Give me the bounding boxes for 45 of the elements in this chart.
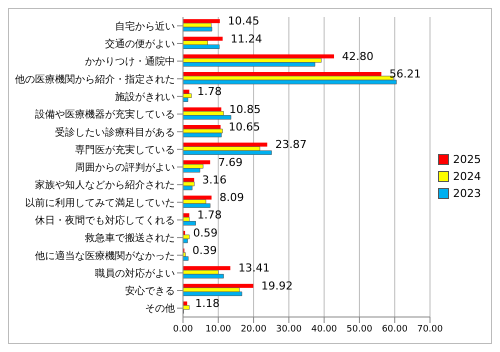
data-label: 0.39 xyxy=(192,244,217,258)
y-tick-label: 施設がきれい xyxy=(115,90,175,103)
x-tick-label: 30.00 xyxy=(276,324,302,334)
y-tick-label: かかりつけ・通院中 xyxy=(85,56,175,68)
legend-label: 2025 xyxy=(453,152,481,166)
data-label: 8.09 xyxy=(220,191,244,204)
data-label: 1.78 xyxy=(197,208,222,222)
x-tick-label: 40.00 xyxy=(311,324,338,334)
data-label: 0.59 xyxy=(193,226,218,240)
y-tick-label: 休日・夜間でも対応してくれる xyxy=(35,214,175,226)
y-tick-label: 専門医が充実している xyxy=(75,144,175,156)
x-tick-label: 0.00 xyxy=(172,324,194,334)
data-label: 7.69 xyxy=(218,156,243,169)
data-label: 10.65 xyxy=(228,120,260,134)
data-label: 11.24 xyxy=(230,32,262,46)
x-tick-label: 60.00 xyxy=(382,324,408,334)
y-tick-label: 交通の便がよい xyxy=(105,38,175,50)
y-tick-label: 周囲からの評判がよい xyxy=(75,162,175,174)
legend-label: 2023 xyxy=(453,186,481,200)
y-tick-label: 他の医療機関から紹介・指定された xyxy=(15,73,175,86)
data-label: 19.92 xyxy=(261,279,293,292)
y-tick-label: その他 xyxy=(145,302,175,315)
x-tick-label: 20.00 xyxy=(240,324,267,334)
x-tick-label: 70.00 xyxy=(417,324,444,334)
y-tick-label: 職員の対応がよい xyxy=(95,267,175,280)
y-tick-label: 自宅から近い xyxy=(115,20,175,32)
y-tick-label: 設備や医療機器が充実している xyxy=(35,108,175,121)
y-tick-label: 家族や知人などから紹介された xyxy=(35,179,175,192)
data-label: 1.18 xyxy=(195,296,220,310)
x-tick-label: 10.00 xyxy=(205,324,232,334)
data-label: 23.87 xyxy=(275,138,307,152)
data-label: 10.45 xyxy=(228,14,260,28)
data-label: 13.41 xyxy=(238,262,270,275)
data-label: 42.80 xyxy=(342,50,374,63)
data-label: 1.78 xyxy=(197,85,222,98)
y-tick-label: 受診したい診療科目がある xyxy=(55,126,175,138)
y-tick-label: 他に適当な医療機関がなかった xyxy=(35,250,175,262)
data-label: 10.85 xyxy=(229,102,261,116)
x-tick-label: 50.00 xyxy=(346,324,373,334)
y-tick-label: 以前に利用してみて満足していた xyxy=(25,196,175,209)
y-tick-label: 安心できる xyxy=(125,285,175,298)
data-label: 3.16 xyxy=(202,173,227,186)
data-label: 56.21 xyxy=(389,68,421,81)
y-tick-label: 救急車で搬送された xyxy=(84,232,175,244)
legend-label: 2024 xyxy=(453,170,481,182)
